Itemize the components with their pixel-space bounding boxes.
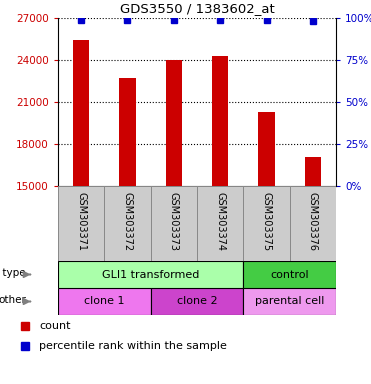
Bar [151,186,197,261]
Text: other: other [0,295,26,305]
Text: GSM303374: GSM303374 [215,192,225,252]
Text: count: count [39,321,71,331]
Bar [58,288,151,315]
Text: control: control [270,270,309,280]
Bar [73,40,89,186]
Text: clone 2: clone 2 [177,296,217,306]
Bar [104,186,151,261]
Bar [258,112,275,186]
Bar [166,60,182,186]
Bar [305,157,321,186]
Text: GSM303371: GSM303371 [76,192,86,252]
Bar [243,186,290,261]
Text: cell type: cell type [0,268,26,278]
Bar [58,261,243,288]
Title: GDS3550 / 1383602_at: GDS3550 / 1383602_at [119,2,275,15]
Text: clone 1: clone 1 [84,296,125,306]
Text: GSM303372: GSM303372 [122,192,132,252]
Bar [243,288,336,315]
Bar [119,78,136,186]
Text: GSM303373: GSM303373 [169,192,179,252]
Bar [243,261,336,288]
Bar [58,186,104,261]
Text: GSM303375: GSM303375 [262,192,272,252]
Bar [212,56,228,186]
Text: parental cell: parental cell [255,296,324,306]
Text: GLI1 transformed: GLI1 transformed [102,270,199,280]
Bar [290,186,336,261]
Text: percentile rank within the sample: percentile rank within the sample [39,341,227,351]
Text: GSM303376: GSM303376 [308,192,318,252]
Bar [151,288,243,315]
Bar [197,186,243,261]
